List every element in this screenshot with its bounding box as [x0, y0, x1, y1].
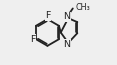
Text: N: N [64, 40, 71, 49]
Text: F: F [30, 35, 35, 44]
Text: CH₃: CH₃ [75, 3, 90, 12]
Text: N: N [64, 12, 71, 21]
Text: F: F [45, 11, 50, 20]
